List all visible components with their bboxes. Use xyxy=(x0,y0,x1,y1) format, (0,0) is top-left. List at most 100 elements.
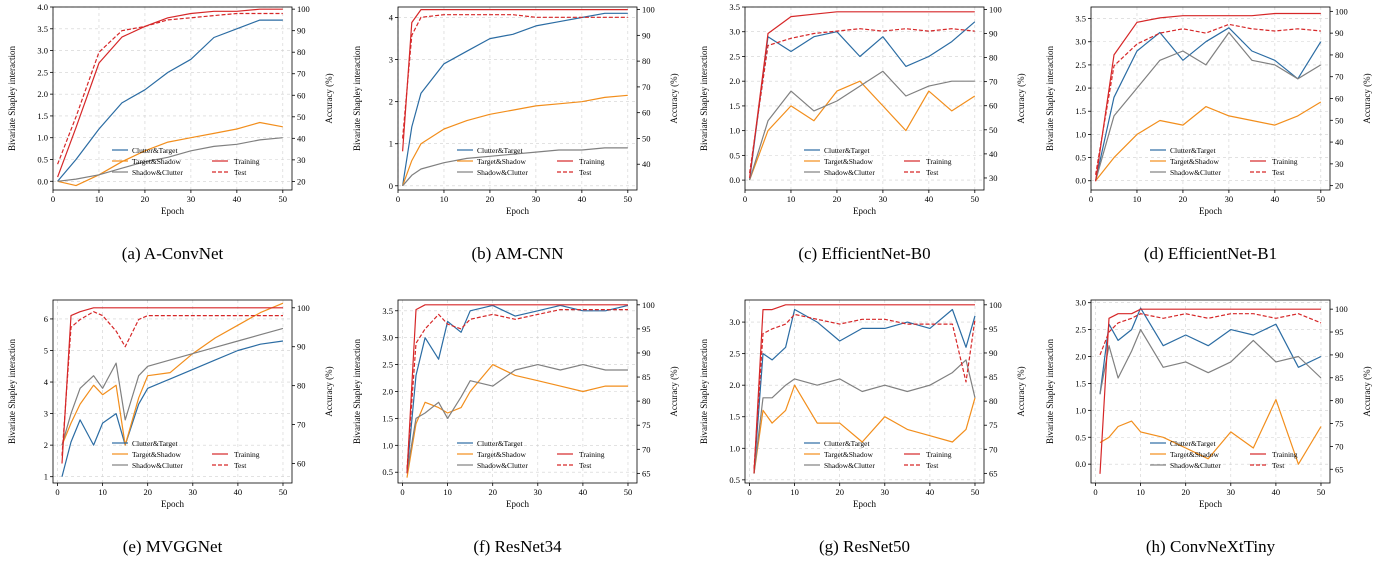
legend-label: Target&Shadow xyxy=(824,450,873,459)
y2-tick-label: 70 xyxy=(989,444,998,454)
y2-tick-label: 30 xyxy=(297,155,306,165)
y-tick-label: 1.0 xyxy=(37,133,48,143)
series-line-shadow-clutter xyxy=(57,137,283,182)
y2-tick-label: 40 xyxy=(297,133,306,143)
subfigure-caption: (h) ConvNeXtTiny xyxy=(1145,537,1276,556)
legend-label: Shadow&Clutter xyxy=(477,168,528,177)
series-line-test xyxy=(61,311,283,456)
y-tick-label: 3.5 xyxy=(37,24,48,34)
legend-label: Shadow&Clutter xyxy=(1170,168,1221,177)
x-tick-label: 30 xyxy=(532,194,541,204)
series-line-shadow-clutter xyxy=(402,147,628,187)
subfigure-caption: (a) A-ConvNet xyxy=(121,244,224,263)
legend-label: Training xyxy=(1272,157,1298,166)
y-tick-label: 5 xyxy=(44,345,48,355)
series-line-training xyxy=(1099,308,1321,474)
y2-tick-label: 75 xyxy=(989,420,998,430)
y2-tick-label: 90 xyxy=(642,30,651,40)
y-tick-label: 0.5 xyxy=(729,475,740,485)
y2-tick-label: 60 xyxy=(297,90,306,100)
plot-frame xyxy=(1090,299,1331,484)
series-line-test xyxy=(402,14,628,139)
y-tick-label: 3.0 xyxy=(37,46,48,56)
y2-tick-label: 50 xyxy=(297,112,306,122)
y2-axis-label: Accuracy (%) xyxy=(324,73,334,123)
y2-tick-label: 65 xyxy=(1335,464,1344,474)
x-tick-label: 10 xyxy=(95,194,104,204)
y-tick-label: 6 xyxy=(44,314,48,324)
x-tick-label: 0 xyxy=(747,487,751,497)
legend: Clutter&Target Target&Shadow Shadow&Clutte… xyxy=(457,146,605,177)
legend-label: Training xyxy=(926,157,952,166)
x-tick-label: 40 xyxy=(1272,487,1281,497)
series-line-clutter-target xyxy=(753,308,976,474)
y-tick-label: 3.5 xyxy=(382,306,393,316)
legend-label: Clutter&Target xyxy=(132,439,178,448)
series-line-test xyxy=(406,309,628,469)
y-tick-label: 2.5 xyxy=(729,51,740,61)
chart-svg: 0 10 20 30 40 50 0.5 1.0 1.5 2.0 2.5 3.0 3.5 65 70 75 80… xyxy=(352,299,679,509)
x-tick-label: 0 xyxy=(396,194,400,204)
y2-tick-label: 70 xyxy=(1335,72,1344,82)
y-tick-label: 1.5 xyxy=(1075,106,1086,116)
series-line-clutter-target xyxy=(57,19,283,182)
y2-axis-label: Accuracy (%) xyxy=(669,73,679,123)
y2-tick-label: 85 xyxy=(1335,373,1344,383)
legend-label: Target&Shadow xyxy=(477,157,526,166)
y2-tick-label: 60 xyxy=(297,459,306,469)
series-line-training xyxy=(61,307,283,464)
x-axis-label: Epoch xyxy=(1199,499,1222,509)
y2-tick-label: 80 xyxy=(642,56,651,66)
x-tick-label: 20 xyxy=(486,194,495,204)
y2-tick-label: 80 xyxy=(642,396,651,406)
y-tick-label: 2 xyxy=(389,97,393,107)
subfigure-caption: (c) EfficientNet-B0 xyxy=(798,244,931,263)
y2-tick-label: 75 xyxy=(642,420,651,430)
x-tick-label: 40 xyxy=(1271,194,1280,204)
y2-tick-label: 80 xyxy=(297,381,306,391)
y-tick-label: 1.0 xyxy=(1075,405,1086,415)
legend-label: Test xyxy=(1272,168,1285,177)
plot-frame xyxy=(52,6,293,191)
chart-panel: 0 10 20 30 40 50 0.0 0.5 1.0 1.5 2.0 2.5 3.0 65 70 75 80… xyxy=(1043,295,1378,515)
y-tick-label: 0.5 xyxy=(37,155,48,165)
y-tick-label: 2.0 xyxy=(729,76,740,86)
legend-label: Test xyxy=(234,168,247,177)
y-tick-label: 2.0 xyxy=(1075,352,1086,362)
y2-axis-label: Accuracy (%) xyxy=(1016,73,1026,123)
legend-label: Shadow&Clutter xyxy=(477,461,528,470)
y-tick-label: 3.5 xyxy=(729,2,740,12)
y-tick-label: 1 xyxy=(389,139,393,149)
y-tick-label: 2.5 xyxy=(37,67,48,77)
x-tick-label: 50 xyxy=(279,487,288,497)
chart-panel: 0 10 20 30 40 50 0.5 1.0 1.5 2.0 2.5 3.0 3.5 65 70 75 80… xyxy=(350,295,685,515)
y2-tick-label: 90 xyxy=(1335,350,1344,360)
y-tick-label: 4 xyxy=(389,13,394,23)
legend-label: Test xyxy=(926,168,939,177)
legend-label: Shadow&Clutter xyxy=(132,461,183,470)
legend-label: Training xyxy=(234,157,260,166)
y-tick-label: 2.0 xyxy=(1075,83,1086,93)
legend-label: Shadow&Clutter xyxy=(824,461,875,470)
x-tick-label: 40 xyxy=(925,194,934,204)
x-tick-label: 10 xyxy=(790,487,799,497)
y-tick-label: 2.0 xyxy=(729,380,740,390)
chart-panel: 0 10 20 30 40 50 0 1 2 3 4 40 50 60 70 80 90 100 Epoch Biva… xyxy=(350,2,685,222)
series-line-target-shadow xyxy=(1099,398,1322,465)
chart-svg: 0 10 20 30 40 50 1 2 3 4 5 6 60 70 80 90 100 Epoch Bivaria… xyxy=(7,299,334,509)
plot-frame xyxy=(744,6,985,191)
x-tick-label: 30 xyxy=(187,194,196,204)
legend-label: Clutter&Target xyxy=(477,439,523,448)
y-tick-label: 0.0 xyxy=(1075,459,1086,469)
x-axis-label: Epoch xyxy=(506,499,529,509)
legend: Clutter&Target Target&Shadow Shadow&Clutte… xyxy=(804,439,952,470)
y2-tick-label: 70 xyxy=(297,69,306,79)
y-tick-label: 3.0 xyxy=(729,317,740,327)
chart-panel: 0 10 20 30 40 50 1 2 3 4 5 6 60 70 80 90 100 Epoch Bivaria… xyxy=(5,295,340,515)
y-tick-label: 3 xyxy=(389,55,393,65)
series-line-shadow-clutter xyxy=(749,70,975,181)
x-tick-label: 10 xyxy=(1133,194,1142,204)
y2-axis-label: Accuracy (%) xyxy=(1016,366,1026,416)
y-tick-label: 0.5 xyxy=(382,467,393,477)
legend-label: Training xyxy=(1272,450,1298,459)
